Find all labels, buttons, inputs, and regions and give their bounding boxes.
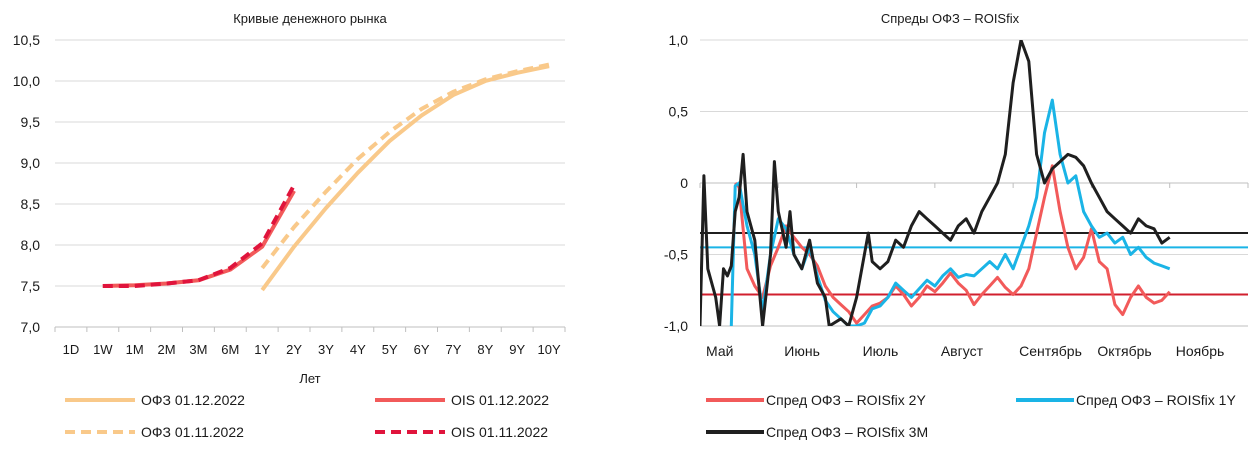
legend-label: ОФЗ 01.12.2022 <box>141 392 245 408</box>
y-tick-label: 10,0 <box>13 73 40 89</box>
y-tick-label: 10,5 <box>13 32 40 48</box>
ofz-roisfix-spreads-chart: Спреды ОФЗ – ROISfix -1,0 -0,5 0 0,5 1,0 Май Ию… <box>664 11 1249 440</box>
legend-label: Спред ОФЗ – ROISfix 1Y <box>1076 392 1236 408</box>
y-tick-label: 0 <box>680 175 688 191</box>
y-tick-label: -1,0 <box>664 318 688 334</box>
x-tick-label: 6Y <box>414 342 430 357</box>
chart-title: Кривые денежного рынка <box>233 11 387 26</box>
legend-label: OIS 01.12.2022 <box>451 392 549 408</box>
x-tick-label: Август <box>941 343 984 359</box>
legend-label: OIS 01.11.2022 <box>451 424 548 440</box>
series-group <box>700 40 1171 326</box>
y-tick-label: 9,5 <box>21 114 41 130</box>
x-tick-label: Май <box>706 343 733 359</box>
x-tick-label: 1Y <box>254 342 270 357</box>
y-tick-label: 9,0 <box>21 155 41 171</box>
legend-label: Спред ОФЗ – ROISfix 3M <box>766 424 928 440</box>
money-market-curves-chart: Кривые денежного рынка 7,0 7,5 8,0 8,5 9,0 9,5… <box>13 11 566 440</box>
y-tick-label: 1,0 <box>669 32 689 48</box>
series-line <box>729 98 1171 326</box>
x-tick-label: Ноябрь <box>1176 343 1225 359</box>
series-line <box>102 184 296 288</box>
x-tick-label: Июнь <box>784 343 820 359</box>
x-tick-label: 9Y <box>509 342 525 357</box>
x-tick-label: 6M <box>221 342 239 357</box>
y-tick-label: 8,5 <box>21 196 41 212</box>
x-tick-label: 3M <box>189 342 207 357</box>
x-tick-label: Июль <box>863 343 899 359</box>
x-tick-label: 2M <box>158 342 176 357</box>
ofz-roisfix-spreads-panel: Спреды ОФЗ – ROISfix -1,0 -0,5 0 0,5 1,0 Май Ию… <box>626 0 1251 446</box>
x-tick-label: 1D <box>63 342 80 357</box>
chart-title: Спреды ОФЗ – ROISfix <box>881 11 1020 26</box>
x-tick-label: 7Y <box>445 342 461 357</box>
x-axis-label: Лет <box>299 371 320 386</box>
x-tick-label: 8Y <box>477 342 493 357</box>
y-tick-label: 7,0 <box>21 319 41 335</box>
series-line <box>102 189 296 288</box>
y-tick-label: 7,5 <box>21 278 41 294</box>
x-tick-label: 2Y <box>286 342 302 357</box>
x-tick-label: Октябрь <box>1097 343 1151 359</box>
series-line <box>260 62 550 270</box>
x-tick-label: 10Y <box>537 342 560 357</box>
x-tick-label: 5Y <box>382 342 398 357</box>
series-line <box>260 64 550 292</box>
series-line <box>700 40 1171 326</box>
x-tick-label: 1M <box>126 342 144 357</box>
legend-label: ОФЗ 01.11.2022 <box>141 424 244 440</box>
x-tick-label: 4Y <box>350 342 366 357</box>
y-tick-label: -0,5 <box>664 247 688 263</box>
money-market-curves-panel: Кривые денежного рынка 7,0 7,5 8,0 8,5 9,0 9,5… <box>0 0 620 446</box>
x-tick-label: 3Y <box>318 342 334 357</box>
legend-label: Спред ОФЗ – ROISfix 2Y <box>766 392 926 408</box>
y-tick-label: 0,5 <box>669 104 689 120</box>
series-line <box>734 164 1171 325</box>
x-tick-label: 1W <box>93 342 113 357</box>
y-tick-label: 8,0 <box>21 237 41 253</box>
x-tick-label: Сентябрь <box>1019 343 1082 359</box>
